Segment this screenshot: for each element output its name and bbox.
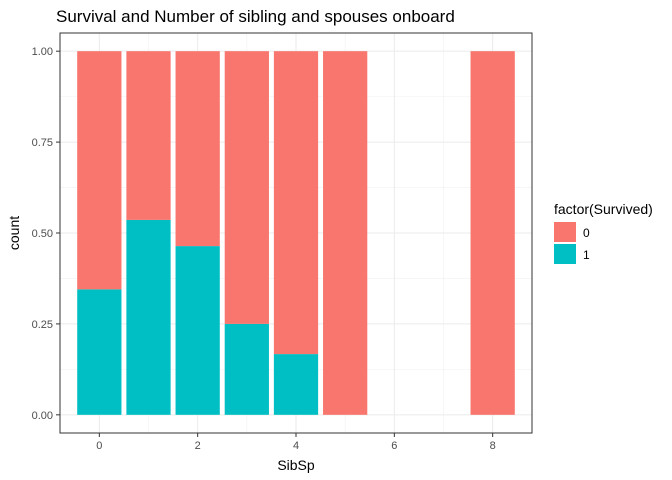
y-tick-label: 0.50 <box>32 228 53 240</box>
y-tick-label: 0.25 <box>32 319 53 331</box>
chart-title: Survival and Number of sibling and spous… <box>56 7 455 26</box>
bar-sibsp-8-survived-0 <box>470 51 515 415</box>
x-axis-title: SibSp <box>277 457 315 473</box>
x-tick-label: 6 <box>391 440 397 452</box>
y-tick-label: 0.75 <box>32 137 53 149</box>
x-tick-label: 8 <box>490 440 496 452</box>
x-tick-label: 0 <box>96 440 102 452</box>
bar-sibsp-2-survived-1 <box>175 246 220 415</box>
legend-key-0 <box>554 222 576 242</box>
bar-sibsp-5-survived-0 <box>323 51 368 415</box>
legend-title: factor(Survived) <box>554 201 653 217</box>
bars <box>77 51 515 415</box>
bar-sibsp-1-survived-0 <box>126 51 171 220</box>
legend-key-1 <box>554 244 576 264</box>
bar-sibsp-4-survived-0 <box>273 51 319 355</box>
bar-sibsp-0-survived-0 <box>77 51 122 290</box>
y-axis-title: count <box>6 216 22 250</box>
bar-sibsp-2-survived-0 <box>175 51 220 247</box>
bar-sibsp-0-survived-1 <box>77 289 122 415</box>
y-tick-label: 0.00 <box>32 410 53 422</box>
y-tick-label: 1.00 <box>32 46 53 58</box>
x-tick-label: 4 <box>293 440 299 452</box>
legend-label-0: 0 <box>583 226 590 240</box>
bar-sibsp-3-survived-1 <box>224 323 269 415</box>
x-tick-label: 2 <box>195 440 201 452</box>
bar-sibsp-3-survived-0 <box>224 51 269 324</box>
bar-sibsp-1-survived-1 <box>126 219 171 415</box>
bar-sibsp-4-survived-1 <box>273 354 319 415</box>
legend-label-1: 1 <box>583 248 590 262</box>
y-axis: 0.00 0.25 0.50 0.75 1.00 <box>32 46 60 422</box>
x-axis: 0 2 4 6 8 <box>96 433 496 452</box>
legend: factor(Survived) 0 1 <box>554 201 653 264</box>
